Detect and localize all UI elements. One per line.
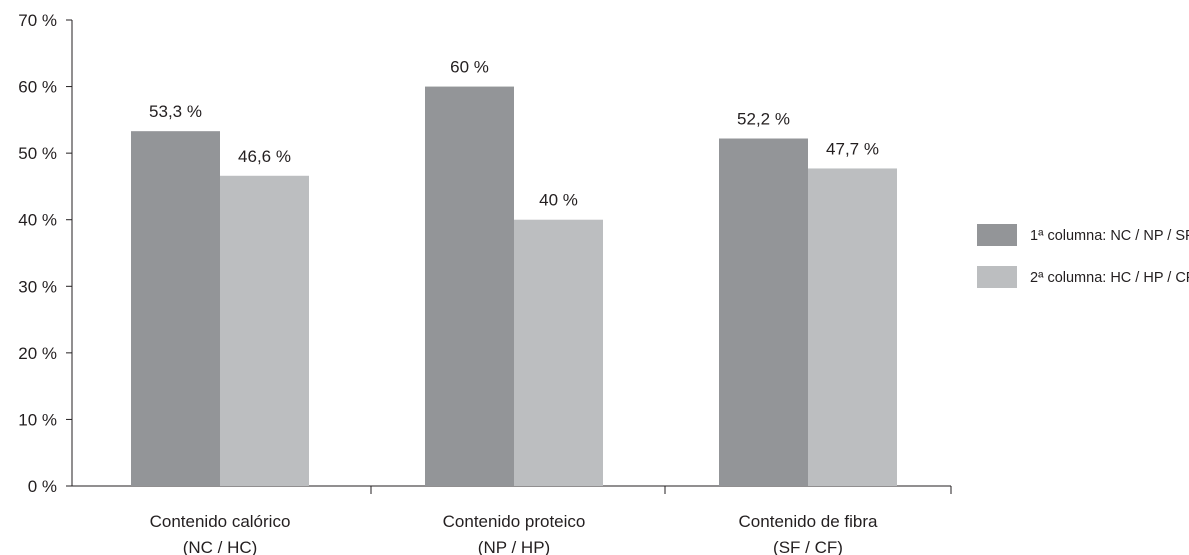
- category-labels: Contenido calórico (NC / HC) Contenido pro…: [150, 512, 878, 555]
- legend: 1ª columna: NC / NP / SF 2ª columna: HC /…: [977, 224, 1189, 288]
- category-label: (SF / CF): [773, 538, 843, 555]
- legend-label-series2: 2ª columna: HC / HP / CF: [1030, 270, 1189, 286]
- data-label-series2-1: 46,6 %: [238, 147, 291, 166]
- y-tick-label: 30 %: [18, 277, 57, 296]
- y-tick-label: 0 %: [28, 477, 57, 496]
- data-label-series1-2: 60 %: [450, 58, 489, 77]
- data-label-series2-3: 47,7 %: [826, 139, 879, 158]
- y-tick-label: 50 %: [18, 144, 57, 163]
- bars: [131, 86, 897, 487]
- y-tick-label: 10 %: [18, 410, 57, 429]
- y-axis: 0 % 10 % 20 % 30 % 40 % 50 % 60 % 70 %: [18, 11, 73, 496]
- bar-series2-2: [514, 219, 603, 486]
- bar-series1-3: [719, 138, 808, 487]
- y-tick-label: 40 %: [18, 211, 57, 230]
- legend-swatch-series1: [977, 224, 1017, 246]
- y-tick-label: 70 %: [18, 11, 57, 30]
- category-label: Contenido proteico: [443, 512, 586, 531]
- bar-series1-2: [425, 86, 514, 487]
- x-axis: [72, 485, 952, 494]
- y-tick-label: 60 %: [18, 78, 57, 97]
- bar-series2-3: [808, 168, 897, 486]
- legend-swatch-series2: [977, 266, 1017, 288]
- category-label: Contenido de fibra: [739, 512, 878, 531]
- data-labels: 53,3 % 60 % 52,2 % 46,6 % 40 % 47,7 %: [149, 58, 879, 210]
- data-label-series1-3: 52,2 %: [737, 109, 790, 128]
- bar-series1-1: [131, 131, 220, 486]
- data-label-series2-2: 40 %: [539, 191, 578, 210]
- y-tick-label: 20 %: [18, 344, 57, 363]
- category-label: (NP / HP): [478, 538, 550, 555]
- data-label-series1-1: 53,3 %: [149, 102, 202, 121]
- legend-label-series1: 1ª columna: NC / NP / SF: [1030, 228, 1189, 244]
- category-label: (NC / HC): [183, 538, 258, 555]
- bar-series2-1: [220, 175, 309, 486]
- category-label: Contenido calórico: [150, 512, 291, 531]
